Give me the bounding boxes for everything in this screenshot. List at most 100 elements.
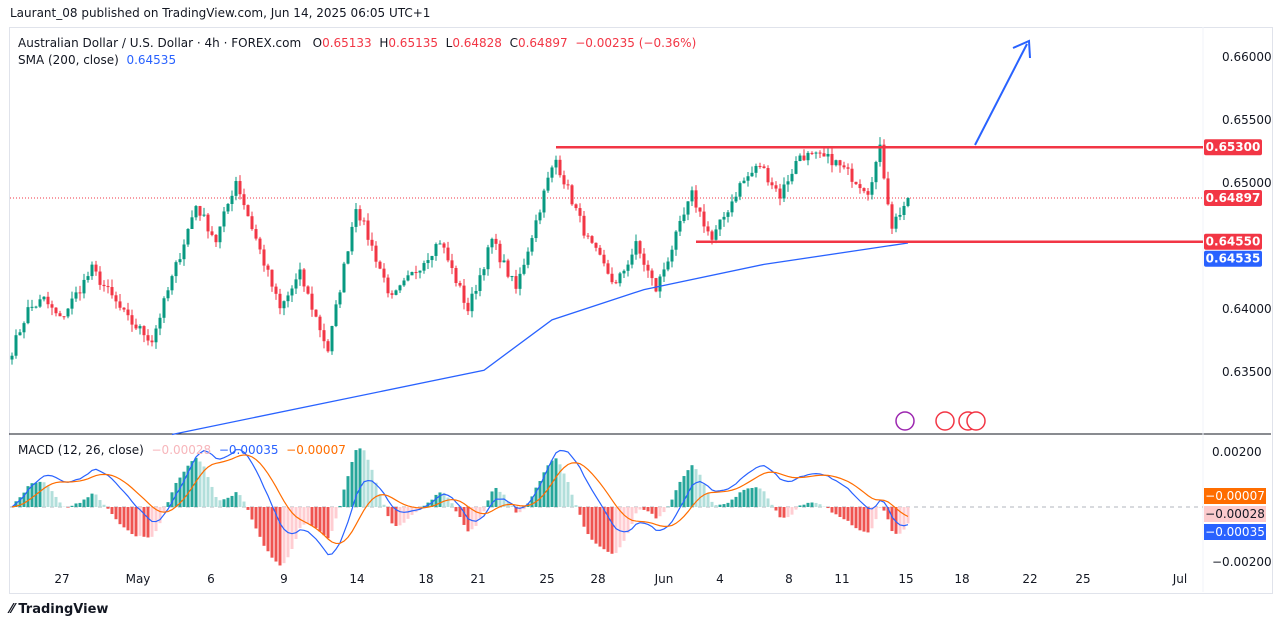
candle (542, 188, 546, 218)
candle (810, 151, 814, 156)
candle-body (818, 152, 822, 154)
candle-body (130, 315, 134, 325)
candle (842, 161, 846, 170)
chart-frame[interactable] (9, 27, 1273, 594)
candle (202, 207, 206, 218)
macd-histogram-bar (582, 507, 586, 527)
candle (26, 299, 30, 325)
candle (150, 335, 154, 347)
candle-body (102, 284, 106, 287)
macd-histogram-bar (110, 507, 114, 515)
candle (122, 307, 126, 313)
macd-histogram-bar (18, 497, 22, 507)
candle-body (198, 206, 202, 216)
macd-histogram-bar (518, 507, 522, 513)
candle-body (558, 159, 562, 176)
candle (346, 251, 350, 265)
macd-histogram-bar (274, 507, 278, 562)
macd-histogram-bar (702, 484, 706, 507)
macd-histogram-bar (830, 507, 834, 513)
candle (486, 244, 490, 276)
macd-histogram-bar (850, 507, 854, 526)
candle-body (30, 306, 34, 308)
macd-histogram-bar (386, 507, 390, 517)
macd-histogram-bar (30, 483, 34, 507)
open-label: O (312, 36, 323, 50)
sma-label[interactable]: SMA (200, close) (18, 53, 119, 67)
candle-body (206, 214, 210, 232)
candle (350, 222, 354, 255)
price-tick: 0.65000 (1222, 176, 1272, 190)
macd-histogram-bar (358, 448, 362, 507)
candle (674, 230, 678, 256)
candle-body (726, 212, 730, 217)
candle-body (546, 177, 550, 191)
tradingview-logo[interactable]: ⁄⁄ TradingView (10, 602, 108, 617)
macd-histogram-bar (874, 507, 878, 520)
candle-body (106, 286, 110, 288)
candle-body (674, 231, 678, 250)
candle (610, 267, 614, 285)
macd-histogram-bar (578, 507, 582, 515)
candle (118, 294, 122, 311)
us-event-icon (935, 411, 955, 431)
candle-body (554, 159, 558, 168)
candle (634, 234, 638, 260)
candle (494, 233, 498, 251)
candle (162, 296, 166, 323)
symbol-title[interactable]: Australian Dollar / U.S. Dollar · 4h · F… (18, 36, 302, 50)
candle (318, 314, 322, 338)
candle (538, 209, 542, 225)
candle (846, 163, 850, 176)
macd-histogram-bar (714, 505, 718, 507)
candle (206, 213, 210, 239)
macd-histogram-bar (726, 502, 730, 507)
macd-histogram-bar (94, 494, 98, 507)
candle-body (226, 203, 230, 212)
candle-body (570, 185, 574, 205)
macd-histogram-bar (434, 494, 438, 507)
candle (906, 197, 910, 208)
macd-histogram-bar (510, 506, 514, 507)
brand-name: TradingView (18, 602, 109, 617)
candle (650, 268, 654, 286)
candle (782, 177, 786, 202)
candle (478, 267, 482, 297)
candle (310, 286, 314, 317)
macd-histogram-bar (154, 507, 158, 532)
macd-signal-value: −0.00007 (286, 443, 346, 457)
candle (66, 307, 70, 319)
candle (894, 213, 898, 233)
candle-body (474, 290, 478, 294)
candle (546, 171, 550, 193)
macd-histogram-bar (846, 507, 850, 521)
time-tick: 18 (954, 572, 969, 586)
candle (574, 203, 578, 211)
macd-histogram-bar (838, 507, 842, 517)
candle (174, 260, 178, 283)
candle (114, 291, 118, 309)
macd-label[interactable]: MACD (12, 26, close) (18, 443, 144, 457)
macd-histogram-bar (786, 507, 790, 518)
candle (46, 291, 50, 309)
candle-body (662, 269, 666, 277)
candle (818, 150, 822, 158)
candle-body (426, 260, 430, 264)
candle (462, 278, 466, 310)
candle-body (170, 276, 174, 291)
candle-body (174, 262, 178, 277)
candle (30, 299, 34, 311)
candle (582, 210, 586, 239)
price-badge-text: 0.64897 (1206, 191, 1261, 205)
candle (482, 267, 486, 281)
candle (398, 284, 402, 294)
time-tick: Jul (1172, 572, 1187, 586)
macd-histogram-bar (186, 465, 190, 507)
candle (606, 259, 610, 275)
close-label: C (509, 36, 518, 50)
candle-body (82, 279, 86, 294)
candle (678, 215, 682, 236)
candle (402, 277, 406, 287)
macd-histogram-bar (314, 507, 318, 528)
